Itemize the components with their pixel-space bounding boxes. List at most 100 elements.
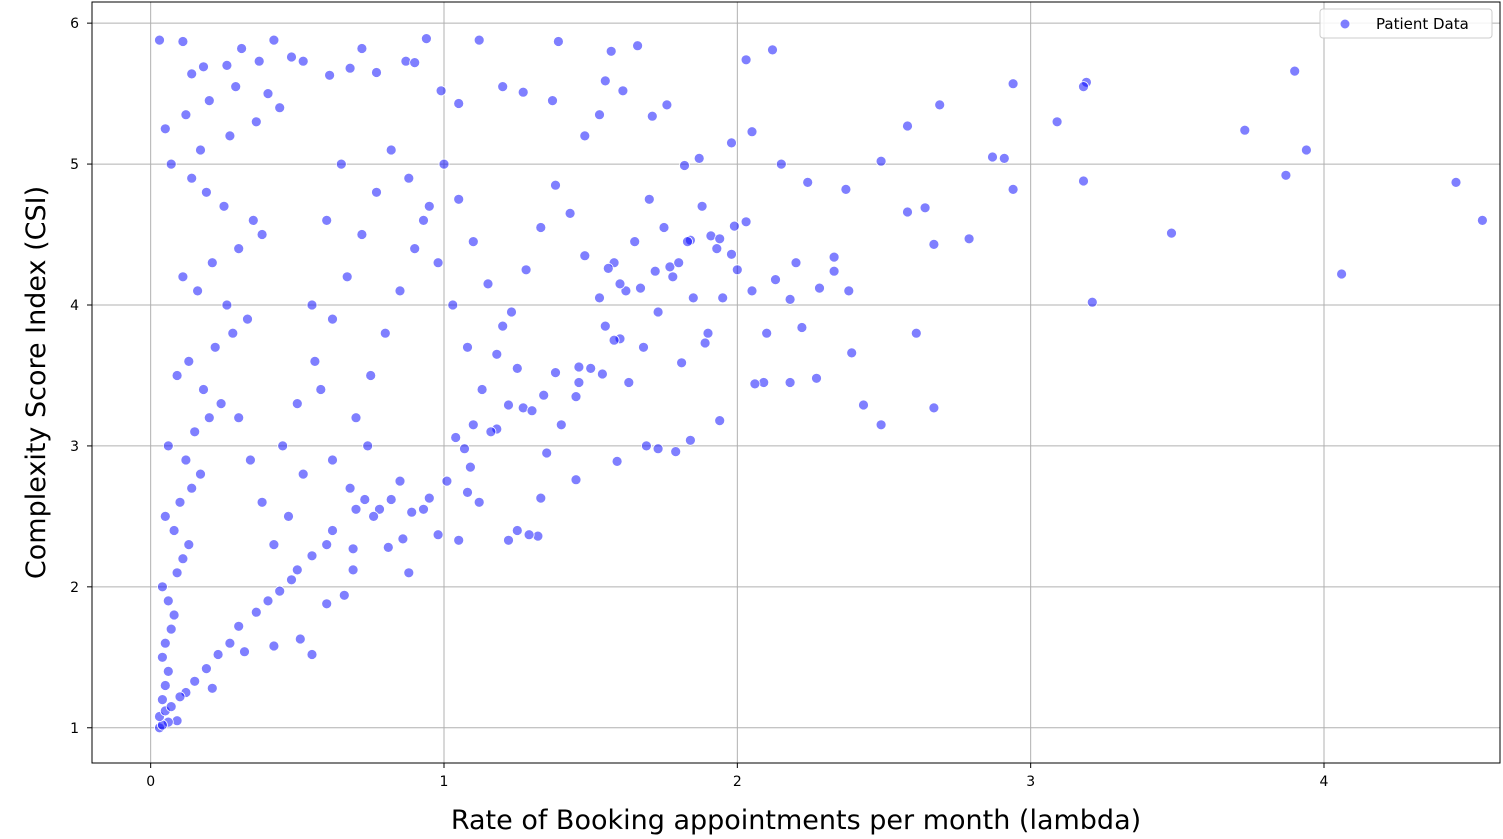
data-point	[641, 440, 652, 452]
data-points	[154, 33, 1488, 734]
data-point	[189, 675, 201, 687]
data-point	[682, 236, 693, 248]
data-point	[963, 233, 975, 245]
data-point	[784, 377, 796, 388]
data-point	[174, 496, 186, 508]
data-point	[1166, 227, 1177, 239]
data-point	[746, 285, 758, 297]
data-point	[168, 609, 180, 621]
data-point	[535, 492, 547, 504]
data-point	[902, 206, 913, 218]
data-point	[227, 327, 239, 339]
data-point	[934, 99, 946, 111]
data-point	[356, 43, 368, 54]
data-point	[215, 398, 227, 410]
data-point	[828, 265, 840, 277]
data-point	[306, 550, 318, 562]
data-point	[511, 525, 523, 536]
legend-marker	[1339, 18, 1351, 30]
data-point	[321, 539, 333, 550]
data-point	[438, 158, 450, 170]
data-point	[165, 701, 177, 712]
data-point	[233, 412, 245, 424]
data-point	[570, 391, 582, 403]
data-point	[406, 506, 418, 518]
data-point	[714, 415, 726, 427]
data-point	[327, 313, 338, 325]
data-point	[192, 285, 204, 297]
data-point	[473, 496, 485, 508]
data-point	[171, 370, 183, 381]
data-point	[1289, 65, 1301, 77]
data-point	[602, 262, 614, 274]
data-point	[673, 257, 685, 269]
data-point	[775, 158, 787, 170]
data-point	[162, 666, 174, 677]
data-point	[294, 633, 306, 645]
data-point	[761, 327, 773, 339]
data-point	[699, 337, 711, 349]
data-point	[291, 398, 303, 410]
data-point	[1078, 175, 1089, 187]
data-point	[186, 68, 198, 80]
x-axis-label: Rate of Booking appointments per month (…	[451, 805, 1141, 836]
data-point	[632, 40, 643, 52]
data-point	[667, 271, 679, 283]
data-point	[998, 152, 1010, 164]
data-point	[453, 98, 465, 109]
data-point	[156, 651, 168, 663]
data-point	[643, 193, 655, 205]
data-point	[843, 285, 855, 297]
data-point	[670, 446, 682, 458]
data-point	[784, 293, 796, 305]
x-tick-label: 3	[1026, 774, 1035, 790]
data-point	[418, 214, 429, 226]
data-point	[159, 123, 171, 135]
data-point	[397, 533, 409, 545]
data-point	[256, 229, 268, 240]
data-point	[291, 564, 303, 576]
data-point	[327, 454, 338, 466]
data-point	[379, 327, 391, 339]
data-point	[453, 193, 465, 205]
data-point	[206, 682, 218, 694]
data-point	[570, 474, 582, 486]
data-point	[1007, 183, 1019, 195]
data-point	[186, 172, 198, 184]
data-point	[371, 67, 382, 78]
data-point	[209, 341, 221, 353]
data-point	[1086, 296, 1098, 308]
data-point	[198, 61, 209, 73]
data-point	[335, 158, 347, 170]
data-point	[256, 496, 268, 508]
data-point	[224, 637, 236, 649]
y-axis-label: Complexity Score Index (CSI)	[21, 186, 52, 579]
data-point	[321, 598, 333, 610]
data-point	[233, 620, 245, 632]
data-point	[156, 694, 168, 705]
data-point	[532, 530, 544, 542]
data-point	[685, 434, 696, 446]
data-point	[676, 357, 687, 369]
data-point	[344, 62, 356, 74]
x-tick-label: 1	[440, 774, 449, 790]
data-point	[658, 222, 670, 233]
data-point	[664, 261, 676, 273]
data-point	[262, 595, 274, 607]
legend-entry-label: Patient Data	[1376, 15, 1469, 33]
data-point	[309, 355, 321, 367]
data-point	[693, 152, 705, 164]
data-point	[183, 539, 195, 550]
data-point	[218, 200, 230, 212]
data-point	[236, 43, 248, 54]
data-point	[362, 440, 374, 452]
data-point	[491, 348, 503, 360]
data-point	[230, 81, 242, 92]
data-point	[198, 384, 209, 395]
data-point	[180, 109, 192, 121]
data-point	[341, 271, 353, 283]
data-point	[423, 200, 435, 212]
y-tick-label: 6	[70, 16, 79, 32]
data-point	[327, 525, 338, 536]
